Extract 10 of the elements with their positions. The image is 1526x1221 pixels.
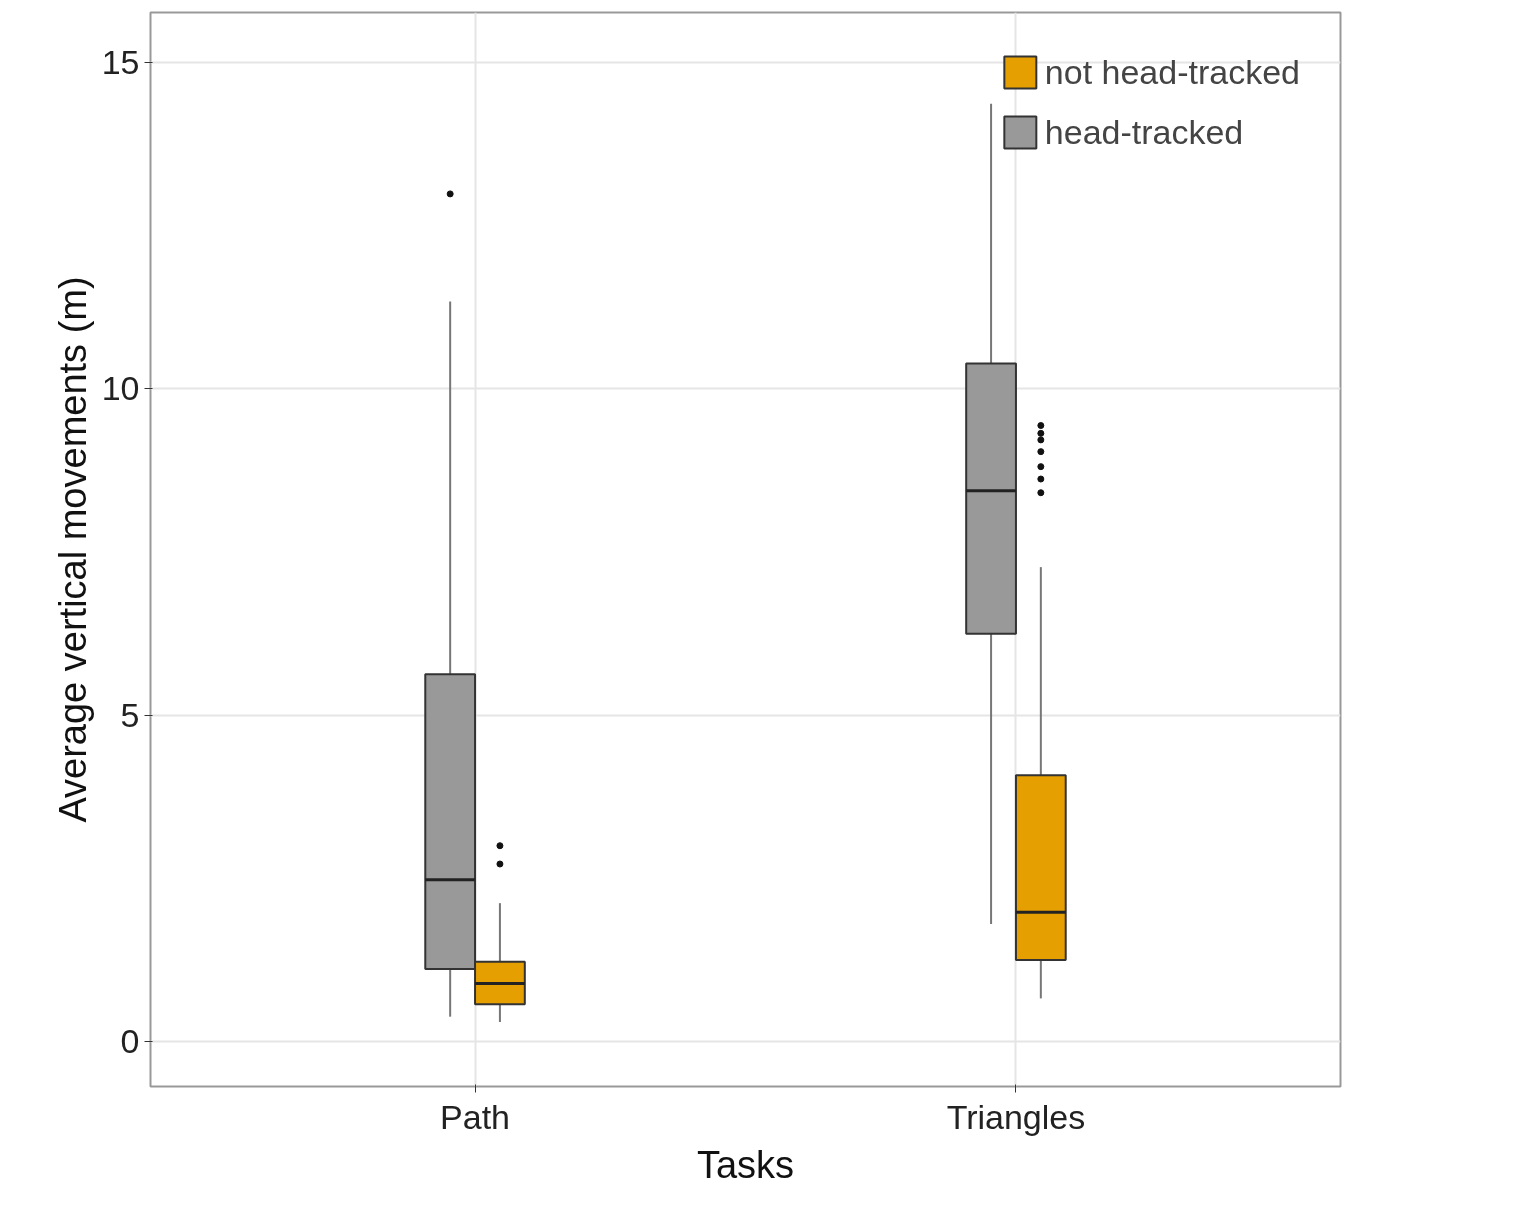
legend-label: head-tracked	[1044, 112, 1244, 152]
y-tick-label: 10	[101, 369, 140, 408]
x-tick-label: Triangles	[946, 1097, 1086, 1136]
y-tick-label: 0	[120, 1021, 140, 1060]
x-axis-title: Tasks	[696, 1143, 795, 1186]
x-tick-label: Path	[440, 1097, 511, 1136]
y-tick-label: 5	[120, 695, 140, 734]
y-tick-label: 15	[101, 43, 140, 82]
legend-label: not head-tracked	[1044, 52, 1300, 92]
y-axis-title: Average vertical movements (m)	[51, 276, 94, 823]
